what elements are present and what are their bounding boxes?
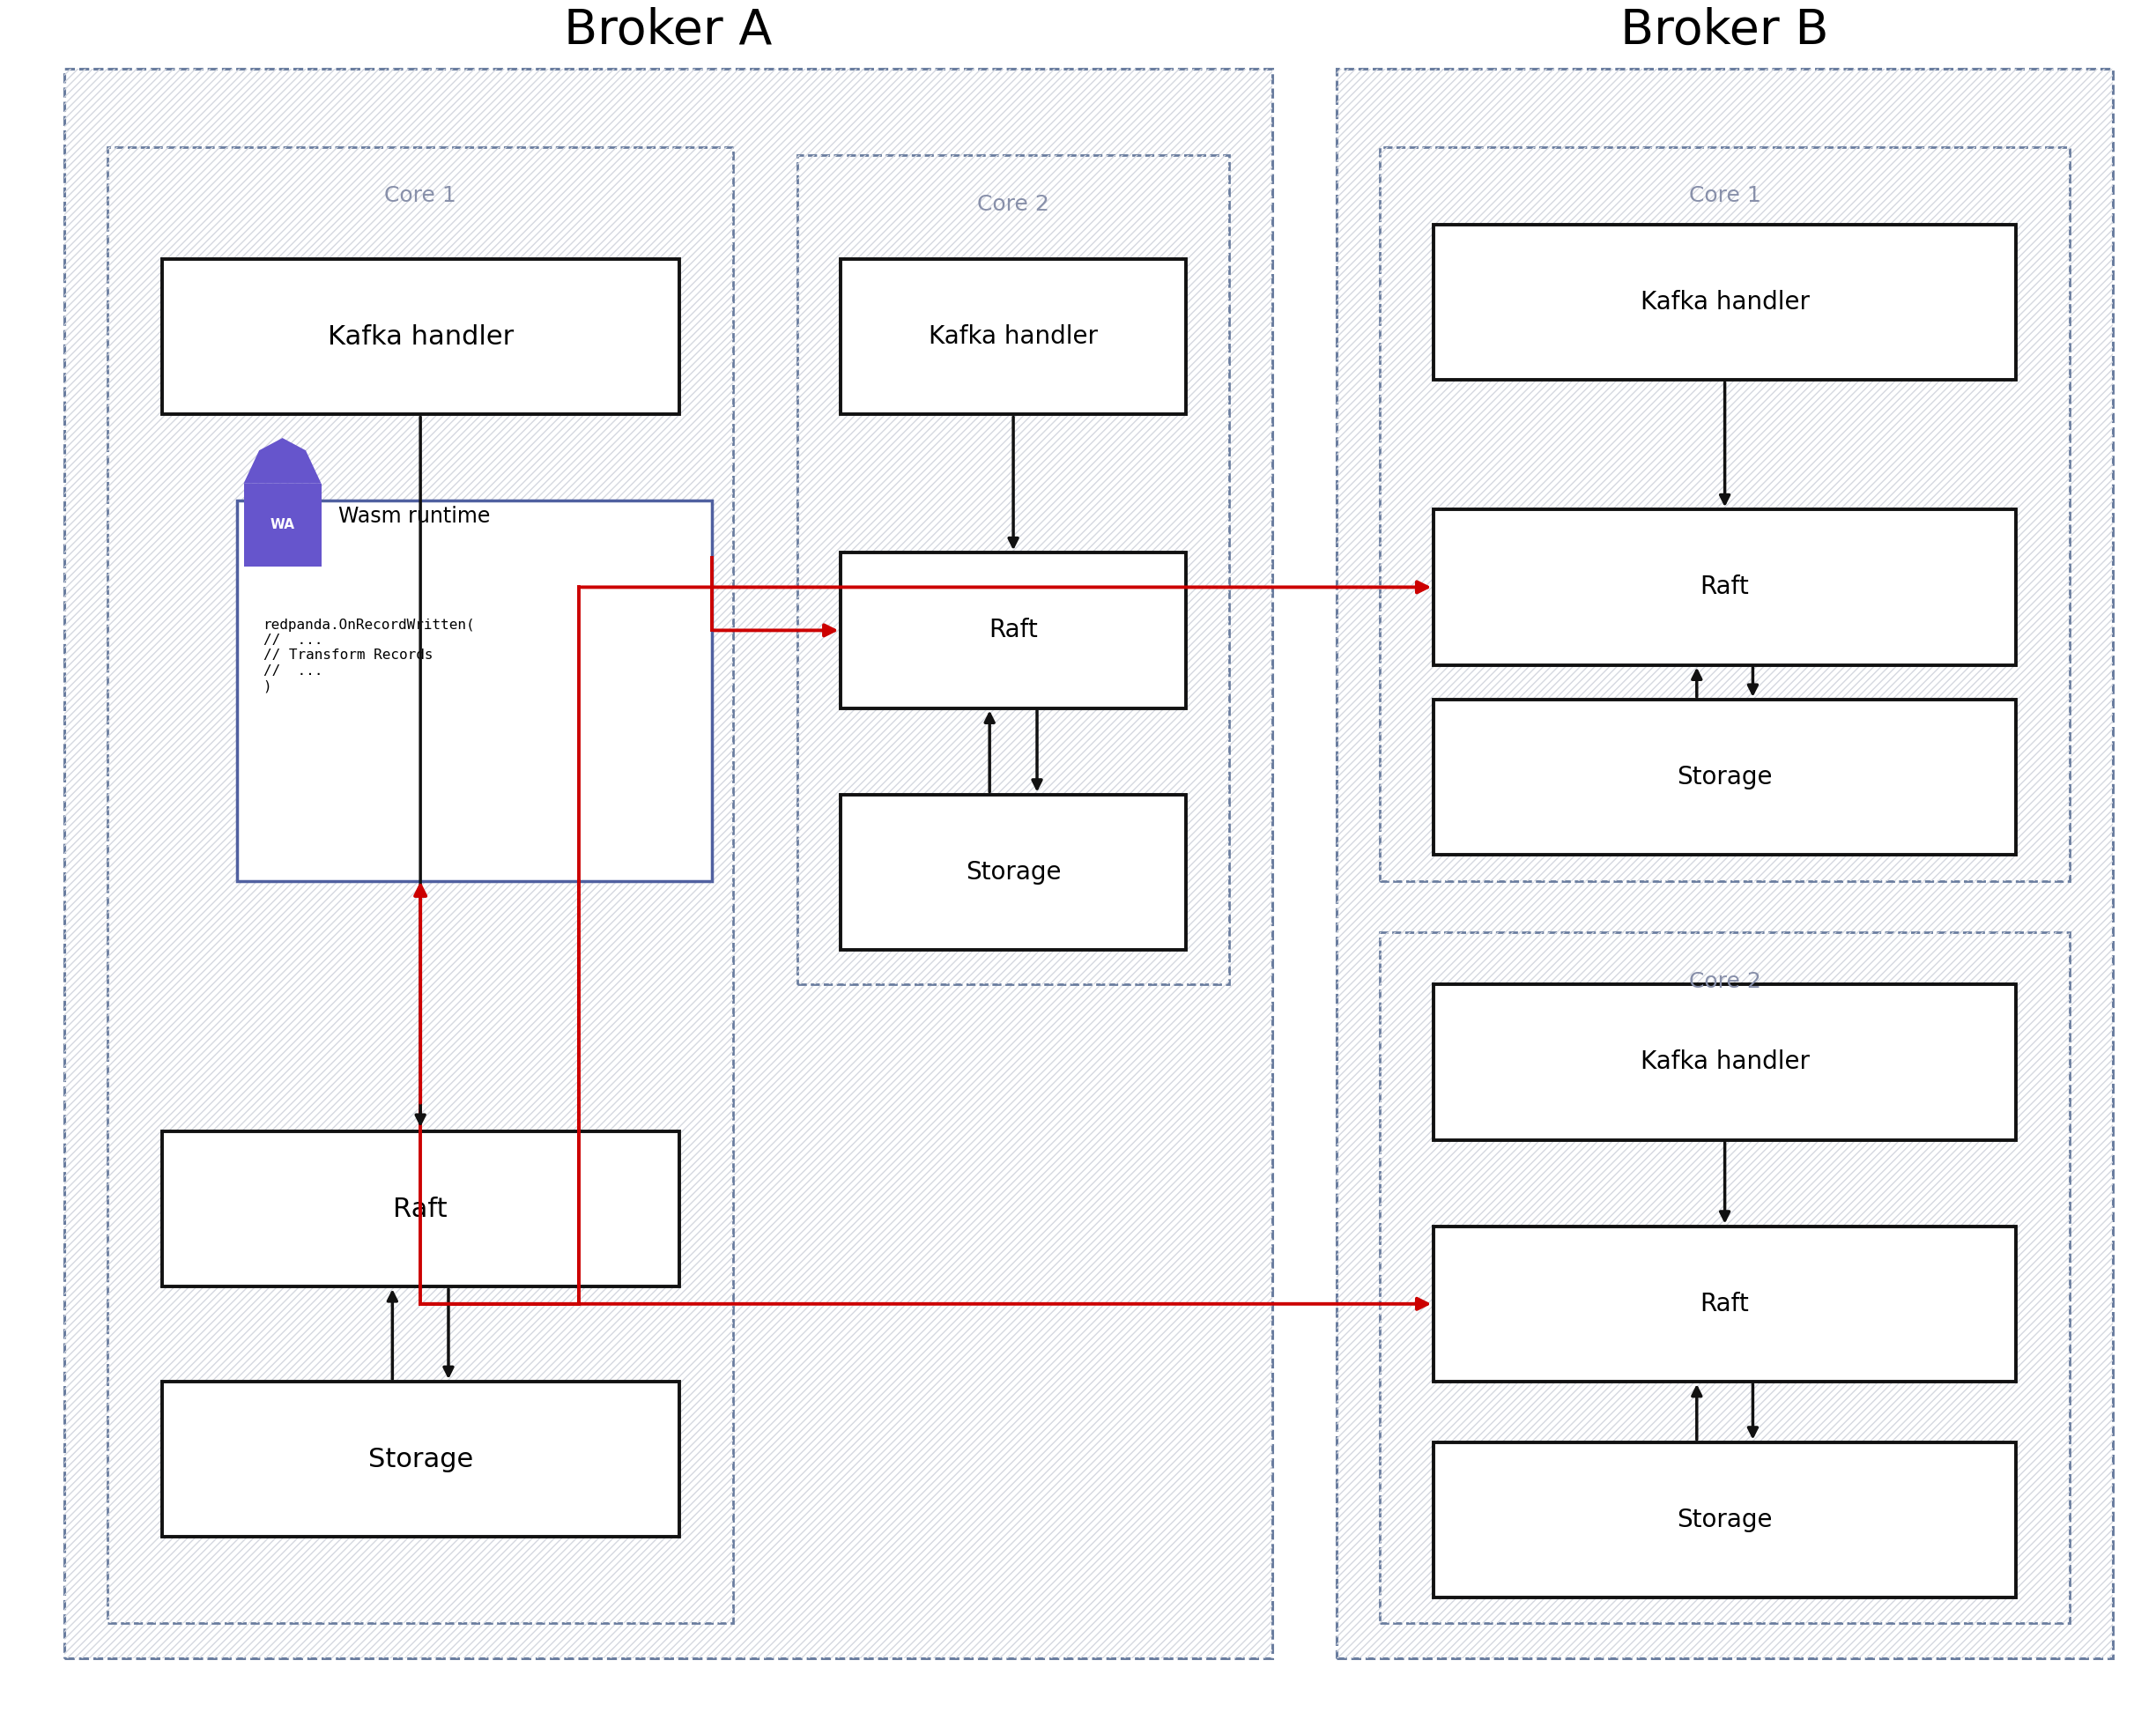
Bar [65,69,1272,1658]
Bar [1380,147,2070,881]
Bar [1337,69,2113,1658]
Text: Wasm runtime: Wasm runtime [338,506,489,527]
Bar [1337,69,2113,1658]
Bar [162,1131,679,1287]
Bar [798,155,1229,984]
Text: redpanda.OnRecordWritten(
//  ...
// Transform Records
//  ...
): redpanda.OnRecordWritten( // ... // Tran… [263,618,474,693]
Text: Core 2: Core 2 [977,193,1050,214]
Bar [162,1382,679,1537]
Text: Kafka handler: Kafka handler [1641,290,1809,314]
Text: Kafka handler: Kafka handler [328,325,513,349]
Bar [237,501,711,881]
Bar [1434,984,2016,1140]
Bar [108,147,733,1623]
Text: Kafka handler: Kafka handler [1641,1050,1809,1074]
Bar [1434,509,2016,665]
Bar [1434,699,2016,855]
Bar [108,147,733,1623]
Text: Storage: Storage [369,1447,472,1471]
Text: Raft: Raft [392,1197,448,1221]
Polygon shape [244,439,321,484]
Bar [65,69,1272,1658]
Bar [1434,1442,2016,1597]
Bar [1434,1226,2016,1382]
Bar [841,259,1186,414]
Text: Storage: Storage [1677,1508,1772,1532]
Text: Raft: Raft [1701,1292,1749,1316]
Text: Broker A: Broker A [565,7,772,55]
Text: Storage: Storage [966,860,1061,884]
Text: Kafka handler: Kafka handler [929,325,1097,349]
Bar [1380,933,2070,1623]
Bar [1434,225,2016,380]
Text: Core 1: Core 1 [384,185,457,206]
Text: Core 2: Core 2 [1688,971,1761,991]
Text: Raft: Raft [1701,575,1749,599]
Bar [244,484,321,566]
Bar [841,553,1186,708]
Bar [798,155,1229,984]
Text: WA: WA [270,518,295,532]
Text: Broker B: Broker B [1621,7,1828,55]
Bar [1380,147,2070,881]
Bar [1380,933,2070,1623]
Bar [841,794,1186,950]
Text: Storage: Storage [1677,765,1772,789]
Bar [162,259,679,414]
Text: Raft: Raft [990,618,1037,642]
Text: Core 1: Core 1 [1688,185,1761,206]
